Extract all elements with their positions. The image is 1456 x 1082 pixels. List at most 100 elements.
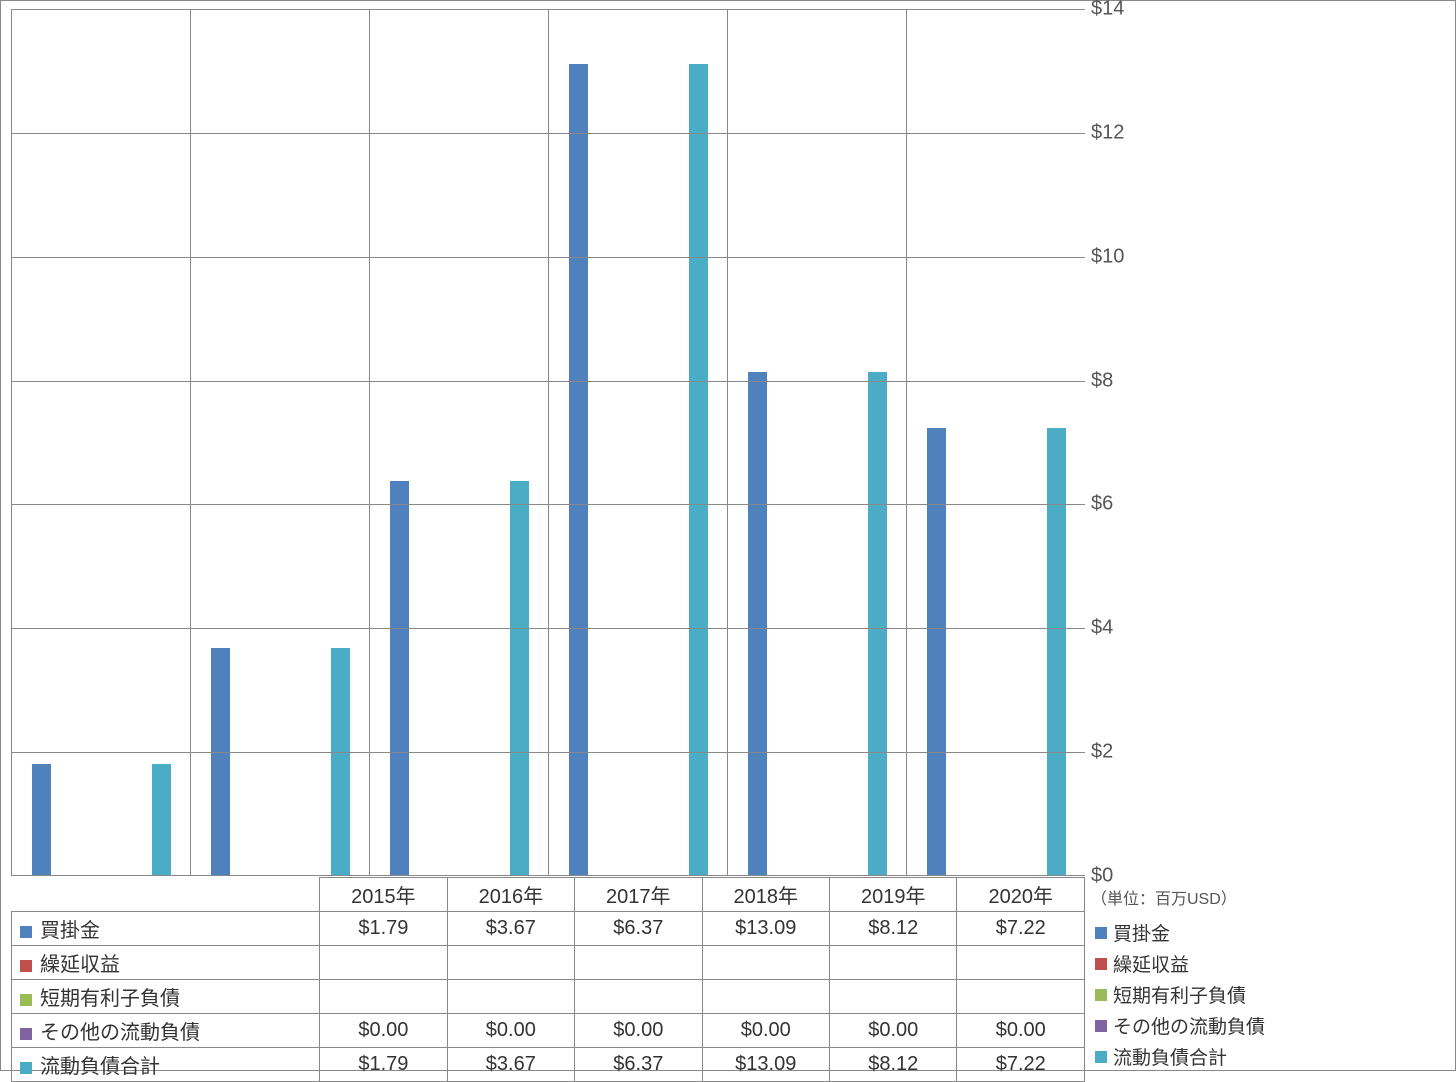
data-cell <box>575 980 702 1014</box>
legend-swatch <box>1095 1020 1107 1032</box>
bars-wrap <box>12 9 1085 875</box>
bar <box>331 648 350 875</box>
series-swatch <box>20 1062 32 1074</box>
data-cell <box>702 946 829 980</box>
y-tick-label: $14 <box>1091 0 1124 21</box>
data-cell <box>702 980 829 1014</box>
series-swatch <box>20 926 32 938</box>
bar <box>748 372 767 875</box>
year-group <box>12 9 191 875</box>
data-cell: $7.22 <box>957 912 1085 946</box>
gridline <box>12 9 1085 10</box>
data-cell: $0.00 <box>447 1014 574 1048</box>
y-tick-label: $12 <box>1091 121 1124 144</box>
series-name: その他の流動負債 <box>40 1022 200 1044</box>
bar <box>152 764 171 875</box>
year-header: 2020年 <box>957 878 1085 912</box>
data-cell <box>957 980 1085 1014</box>
data-cell: $13.09 <box>702 912 829 946</box>
series-name: 繰延収益 <box>40 954 120 976</box>
data-cell: $0.00 <box>320 1014 447 1048</box>
bar <box>32 764 51 875</box>
data-cell: $0.00 <box>702 1014 829 1048</box>
bar <box>390 481 409 875</box>
legend-swatch <box>1095 927 1107 939</box>
year-header: 2017年 <box>575 878 702 912</box>
table-corner <box>12 878 320 912</box>
series-swatch <box>20 1028 32 1040</box>
gridline <box>12 752 1085 753</box>
series-header: 買掛金 <box>12 912 320 946</box>
legend-label: その他の流動負債 <box>1113 1012 1265 1039</box>
data-cell: $0.00 <box>830 1014 957 1048</box>
legend-swatch <box>1095 958 1107 970</box>
bar <box>689 64 708 875</box>
data-cell: $3.67 <box>447 1048 574 1082</box>
data-cell: $6.37 <box>575 912 702 946</box>
data-cell: $1.79 <box>320 1048 447 1082</box>
y-tick-label: $2 <box>1091 741 1113 764</box>
series-header: その他の流動負債 <box>12 1014 320 1048</box>
series-header: 短期有利子負債 <box>12 980 320 1014</box>
data-cell <box>447 980 574 1014</box>
data-cell: $8.12 <box>830 912 957 946</box>
year-header: 2016年 <box>447 878 574 912</box>
year-group <box>191 9 370 875</box>
gridline <box>12 257 1085 258</box>
legend: 買掛金繰延収益短期有利子負債その他の流動負債流動負債合計 <box>1095 917 1265 1072</box>
legend-item: 短期有利子負債 <box>1095 979 1265 1010</box>
data-cell <box>830 946 957 980</box>
gridline <box>12 133 1085 134</box>
year-header: 2019年 <box>830 878 957 912</box>
legend-label: 流動負債合計 <box>1113 1043 1227 1070</box>
legend-item: 流動負債合計 <box>1095 1041 1265 1072</box>
year-header: 2018年 <box>702 878 829 912</box>
data-cell: $6.37 <box>575 1048 702 1082</box>
data-cell: $3.67 <box>447 912 574 946</box>
gridline <box>12 381 1085 382</box>
series-swatch <box>20 994 32 1006</box>
data-cell: $0.00 <box>957 1014 1085 1048</box>
bar <box>1047 428 1066 875</box>
data-cell <box>447 946 574 980</box>
data-cell: $13.09 <box>702 1048 829 1082</box>
data-cell: $8.12 <box>830 1048 957 1082</box>
plot-area <box>11 9 1085 876</box>
legend-label: 短期有利子負債 <box>1113 981 1246 1008</box>
series-header: 繰延収益 <box>12 946 320 980</box>
y-tick-label: $4 <box>1091 617 1113 640</box>
legend-item: 繰延収益 <box>1095 948 1265 979</box>
y-axis: $0$2$4$6$8$10$12$14 <box>1091 9 1161 876</box>
bar <box>927 428 946 875</box>
series-header: 流動負債合計 <box>12 1048 320 1082</box>
data-cell: $0.00 <box>575 1014 702 1048</box>
legend-swatch <box>1095 989 1107 1001</box>
legend-swatch <box>1095 1051 1107 1063</box>
unit-label: （単位：百万USD） <box>1091 885 1237 909</box>
bar <box>569 64 588 875</box>
legend-item: 買掛金 <box>1095 917 1265 948</box>
data-cell <box>320 980 447 1014</box>
data-table: 2015年2016年2017年2018年2019年2020年買掛金$1.79$3… <box>11 877 1085 1082</box>
legend-label: 繰延収益 <box>1113 950 1189 977</box>
y-tick-label: $10 <box>1091 245 1124 268</box>
data-cell <box>575 946 702 980</box>
bar <box>868 372 887 875</box>
y-tick-label: $8 <box>1091 369 1113 392</box>
legend-item: その他の流動負債 <box>1095 1010 1265 1041</box>
gridline <box>12 504 1085 505</box>
data-cell <box>957 946 1085 980</box>
year-group <box>728 9 907 875</box>
bar <box>510 481 529 875</box>
year-group <box>370 9 549 875</box>
gridline <box>12 628 1085 629</box>
y-tick-label: $6 <box>1091 493 1113 516</box>
series-name: 流動負債合計 <box>40 1056 160 1078</box>
data-cell: $1.79 <box>320 912 447 946</box>
year-header: 2015年 <box>320 878 447 912</box>
year-group <box>907 9 1085 875</box>
series-swatch <box>20 960 32 972</box>
data-cell <box>830 980 957 1014</box>
data-cell: $7.22 <box>957 1048 1085 1082</box>
bar <box>211 648 230 875</box>
